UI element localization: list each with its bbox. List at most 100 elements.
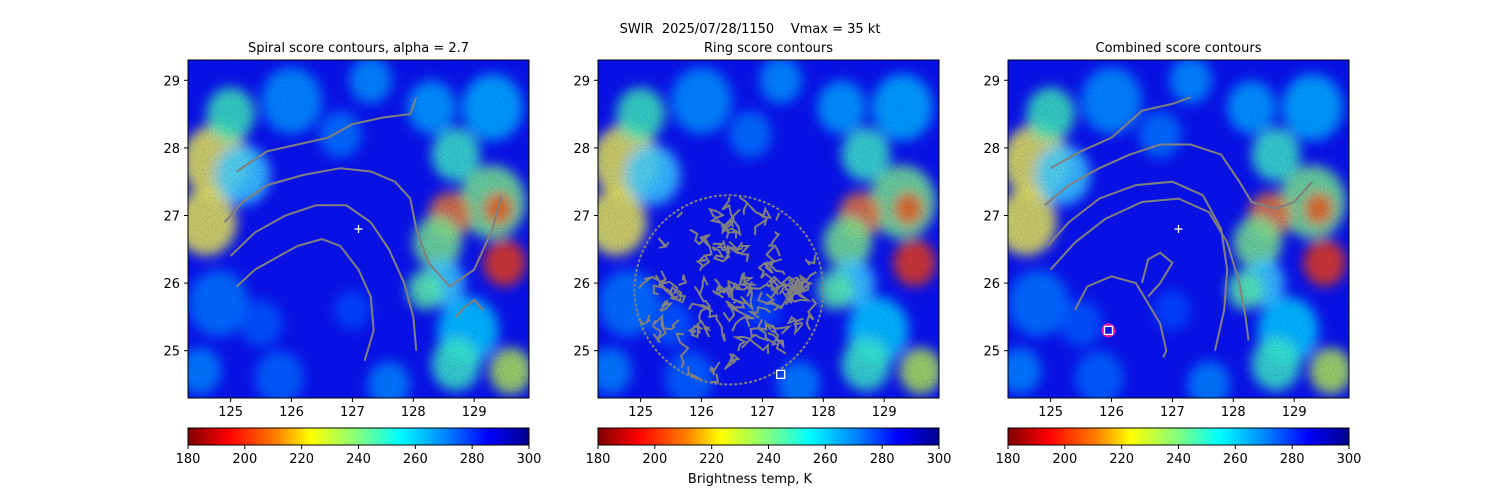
ring-contour <box>713 278 734 299</box>
axes-frame <box>187 59 530 399</box>
colorbar-tick-label: 220 <box>699 452 724 467</box>
score-contour <box>455 298 485 318</box>
colorbar-gradient <box>1007 427 1350 446</box>
ring-contour <box>689 228 711 248</box>
ring-contour <box>666 288 679 300</box>
center-marker <box>1174 225 1183 233</box>
colorbar-tick-label: 180 <box>586 452 611 467</box>
x-tick-label: 129 <box>872 405 897 420</box>
score-contour <box>236 238 375 362</box>
ring-contour <box>657 237 670 249</box>
score-contour <box>236 96 418 173</box>
ring-contour <box>658 299 674 312</box>
y-tick-label: 29 <box>163 74 180 89</box>
ring-contour <box>710 373 719 384</box>
y-tick-label: 28 <box>573 142 590 157</box>
y-tick-label: 26 <box>573 277 590 292</box>
ring-contour <box>763 258 786 276</box>
panel-title: Spiral score contours, alpha = 2.7 <box>248 41 469 56</box>
ring-contour <box>721 244 731 254</box>
colorbar: 180 200 220 240 260 280 300 <box>996 427 1361 467</box>
ring-contour <box>775 212 781 221</box>
y-tick-label: 25 <box>983 345 1000 360</box>
heatmap <box>1008 60 1349 398</box>
score-contour <box>1074 275 1168 358</box>
ring-contour <box>804 254 817 266</box>
ring-contour <box>769 283 796 296</box>
ring-contour <box>638 270 667 290</box>
ring-contour <box>747 306 772 319</box>
ring-contour <box>727 241 751 255</box>
ring-contour <box>707 207 725 225</box>
panel-title: Combined score contours <box>1096 41 1262 56</box>
ring-contour <box>687 302 714 313</box>
colorbar-tick-label: 280 <box>870 452 895 467</box>
axes-frame <box>597 59 940 399</box>
ring-contour <box>756 318 768 341</box>
y-tick-label: 26 <box>163 277 180 292</box>
ring-contour <box>695 255 707 267</box>
colorbar-tick-label: 200 <box>642 452 667 467</box>
y-tick-label: 29 <box>983 74 1000 89</box>
score-contour <box>1049 197 1250 341</box>
ring-contour <box>805 297 818 331</box>
x-tick-label: 127 <box>1160 405 1185 420</box>
heatmap <box>188 60 529 398</box>
ring-contour <box>732 299 746 309</box>
ring-contour <box>732 335 770 355</box>
colorbar-tick-label: 300 <box>517 452 542 467</box>
colorbar-tick-label: 260 <box>403 452 428 467</box>
y-tick-label: 28 <box>983 142 1000 157</box>
ring-contour <box>786 315 804 336</box>
colorbar-tick-label: 240 <box>1166 452 1191 467</box>
colorbar-label: Brightness temp, K <box>687 472 813 487</box>
ring-contour <box>660 278 683 303</box>
ring-contour <box>711 240 731 263</box>
heatmap-texture <box>598 60 939 398</box>
y-tick-label: 27 <box>983 209 1000 224</box>
ring-contour <box>651 324 662 344</box>
ring-contour <box>725 300 751 318</box>
x-tick-label: 125 <box>628 405 653 420</box>
colorbar: 180 200 220 240 260 280 300 <box>586 427 951 467</box>
x-tick-label: 126 <box>279 405 304 420</box>
figure-suptitle: SWIR 2025/07/28/1150 Vmax = 35 kt <box>619 22 881 37</box>
heatmap <box>598 60 939 398</box>
ring-contour <box>792 283 804 296</box>
x-tick-label: 127 <box>340 405 365 420</box>
x-tick-label: 129 <box>462 405 487 420</box>
x-tick-label: 128 <box>811 405 836 420</box>
ring-contour <box>741 319 772 349</box>
x-tick-label: 126 <box>689 405 714 420</box>
score-contour <box>1046 180 1229 351</box>
ring-contour <box>738 196 773 219</box>
best-center-square <box>776 369 786 379</box>
ring-contour <box>798 271 817 284</box>
colorbar-tick-label: 220 <box>289 452 314 467</box>
ring-contour <box>723 353 741 370</box>
colorbar-tick-label: 180 <box>996 452 1021 467</box>
ring-contour <box>700 319 712 338</box>
colorbar-tick-label: 180 <box>176 452 201 467</box>
ring-contour <box>765 246 775 270</box>
ring-contour <box>659 280 679 295</box>
ring-contour <box>687 322 702 335</box>
ring-contour <box>778 284 799 306</box>
panel-2: Ring score contours 125 126 127 128 129 25 26 27… <box>573 41 951 467</box>
score-contour <box>223 167 503 288</box>
best-center-square <box>1103 325 1114 336</box>
y-tick-label: 27 <box>163 209 180 224</box>
y-tick-label: 25 <box>573 345 590 360</box>
panel-3: Combined score contours 125 126 127 128 129 25… <box>983 41 1361 467</box>
score-contour <box>1050 96 1192 170</box>
score-contour <box>1141 251 1174 298</box>
ring-contour <box>754 216 769 236</box>
ring-contour <box>757 261 781 292</box>
x-tick-label: 128 <box>1221 405 1246 420</box>
x-tick-label: 129 <box>1282 405 1307 420</box>
x-tick-label: 128 <box>401 405 426 420</box>
colorbar-tick-label: 260 <box>813 452 838 467</box>
colorbar-tick-label: 280 <box>1280 452 1305 467</box>
best-center-circle <box>1101 323 1116 338</box>
colorbar-tick-label: 200 <box>232 452 257 467</box>
